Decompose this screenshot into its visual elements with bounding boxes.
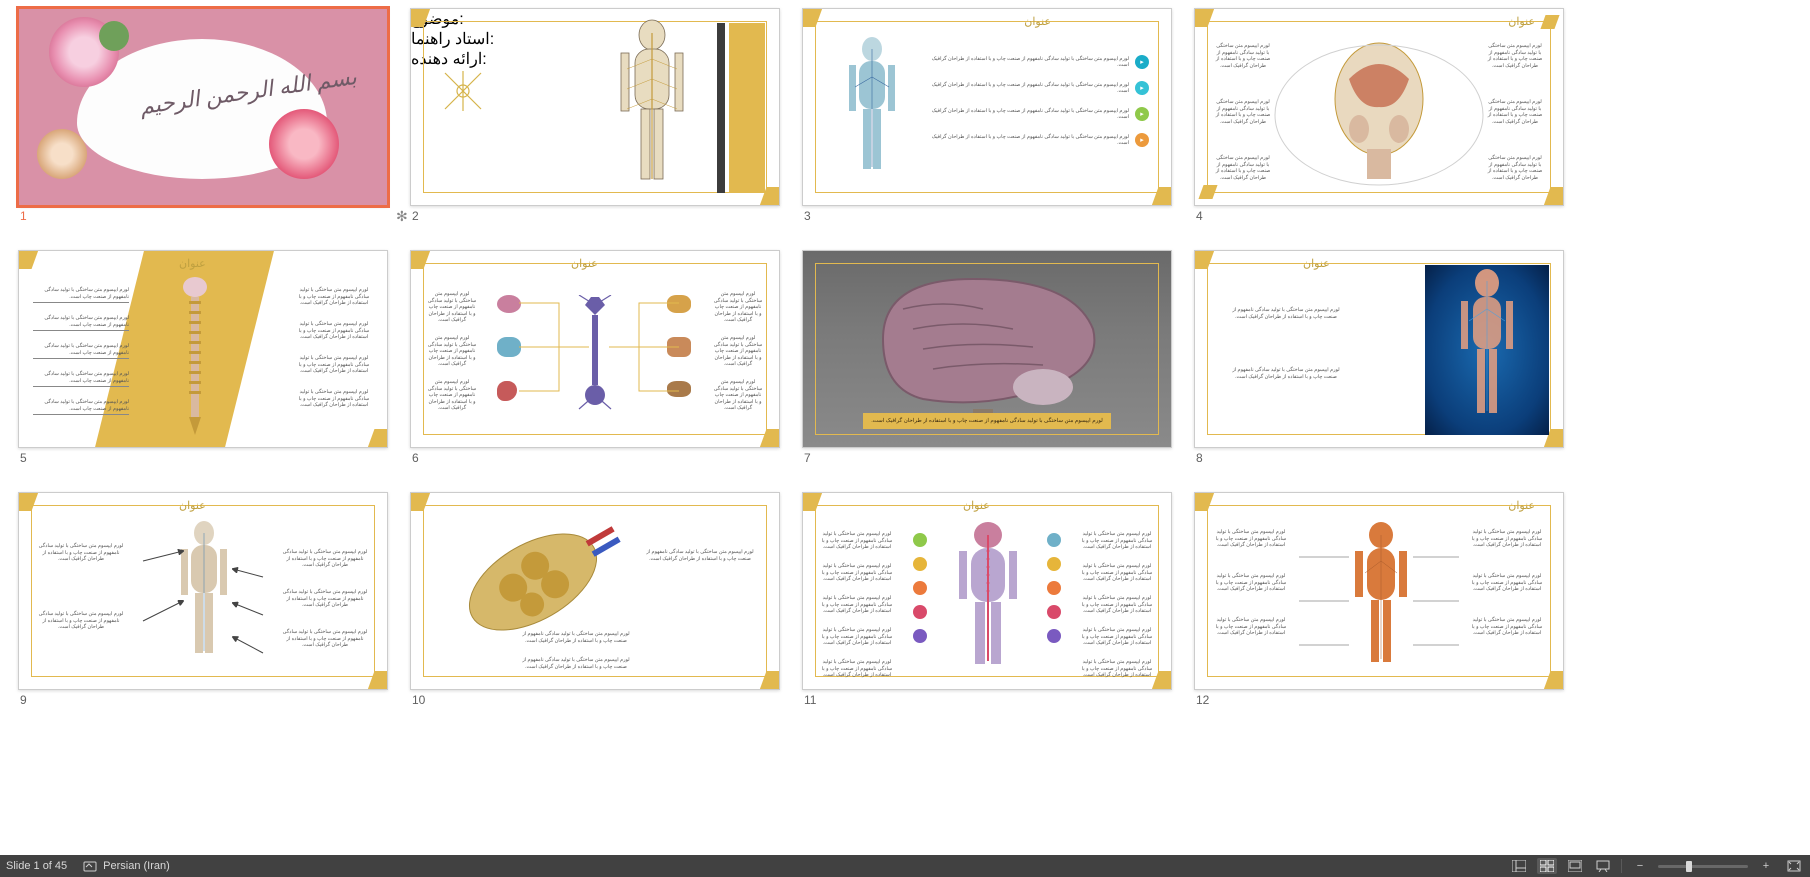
slide-thumbnail[interactable]: بسم الله الرحمن الرحیم 1 ✻: [18, 8, 388, 230]
slide-thumbnail[interactable]: لورم ایپسوم متن ساختگی با تولید سادگی نا…: [802, 250, 1172, 472]
anatomy-body-illustration: [837, 37, 907, 197]
connector-ring: [1259, 35, 1499, 195]
slide-thumbnail[interactable]: عنوان ▸لورم ایپسوم متن ساختگی با تولید س…: [802, 8, 1172, 230]
bullet-icon: ▸: [1135, 133, 1149, 147]
bullet-icon: [1047, 629, 1061, 643]
brain-model-illustration: [843, 259, 1143, 429]
slide-thumbnail[interactable]: عنوان لورم ایپسوم متن ساختگی با تولید سا…: [802, 492, 1172, 714]
slide-thumbnail[interactable]: عنوان لورم ایپسوم متن ساختگی با تولید سا…: [1194, 8, 1564, 230]
slide-number: 2: [410, 209, 780, 223]
neuron-icon: [439, 67, 487, 115]
normal-view-button[interactable]: [1509, 858, 1529, 874]
fit-to-window-button[interactable]: [1784, 858, 1804, 874]
slide-sorter-pane[interactable]: بسم الله الرحمن الرحیم 1 ✻: [0, 0, 1810, 855]
slide-number: 9: [18, 693, 388, 707]
bullet-icon: [913, 629, 927, 643]
anatomy-body-illustration: [1425, 265, 1549, 435]
bullet-icon: [1047, 605, 1061, 619]
spine-illustration: [175, 277, 215, 437]
slide-title: عنوان: [1024, 15, 1051, 28]
bullet-icon: ▸: [1135, 107, 1149, 121]
slide-thumbnail[interactable]: موضوع: استاد راهنما: ارائه دهنده: 2: [410, 8, 780, 230]
status-bar: Slide 1 of 45 Persian (Iran) − +: [0, 855, 1810, 877]
bullet-icon: [1047, 581, 1061, 595]
slide-number: 10: [410, 693, 780, 707]
anatomy-body-illustration: [943, 521, 1033, 681]
slide-title: عنوان: [179, 499, 206, 512]
brain-icon: [497, 295, 521, 313]
stomach-icon: [667, 295, 691, 313]
slide-thumbnail[interactable]: عنوان لورم ایپسوم متن س: [410, 250, 780, 472]
neuron-illustration: [565, 295, 625, 415]
body-panel: [1425, 265, 1549, 435]
bullet-icon: [913, 533, 927, 547]
intestine-icon: [667, 337, 691, 357]
caption-plaque: لورم ایپسوم متن ساختگی با تولید سادگی نا…: [863, 413, 1111, 429]
slide-number: 6: [410, 451, 780, 465]
slideshow-button[interactable]: [1593, 858, 1613, 874]
slide-number: 1: [18, 209, 388, 223]
slide-title: عنوان: [571, 257, 598, 270]
slide-thumbnail[interactable]: عنوان لورم ایپسوم متن ساختگی با تولید سا: [18, 492, 388, 714]
slide-title: عنوان: [179, 257, 206, 270]
bullet-icon: ▸: [1135, 55, 1149, 69]
bullet-icon: [913, 605, 927, 619]
zoom-slider[interactable]: [1658, 865, 1748, 868]
slide-counter[interactable]: Slide 1 of 45: [6, 860, 67, 872]
bullet-icon: ▸: [1135, 81, 1149, 95]
slide-number: 7: [802, 451, 1172, 465]
lungs-icon: [497, 337, 521, 357]
slide-title: عنوان: [1303, 257, 1330, 270]
leaf-icon: [99, 21, 129, 51]
slide-thumbnail[interactable]: عنوان لورم ایپسوم متن ساختگی با تولید سا…: [1194, 250, 1564, 472]
slide-number: 5: [18, 451, 388, 465]
slide-number: 11: [802, 693, 1172, 707]
bullet-icon: [1047, 557, 1061, 571]
animation-indicator-icon: ✻: [396, 208, 408, 225]
anatomy-body-illustration: [169, 521, 239, 681]
powerpoint-slide-sorter-window: بسم الله الرحمن الرحیم 1 ✻: [0, 0, 1810, 877]
slide-sorter-view-button[interactable]: [1537, 858, 1557, 874]
slide-number: 8: [1194, 451, 1564, 465]
anatomy-body-illustration: [597, 19, 707, 199]
slide-thumbnail[interactable]: عنوان لورم ایپسوم متن ساختگی با تولید سا…: [18, 250, 388, 472]
slide-title: عنوان: [1508, 499, 1535, 512]
spellcheck-icon: [83, 859, 97, 873]
slide-number: 4: [1194, 209, 1564, 223]
slide-title: عنوان: [1508, 15, 1535, 28]
zoom-in-button[interactable]: +: [1756, 858, 1776, 874]
slide-title: عنوان: [963, 499, 990, 512]
slide-thumbnail[interactable]: عنوان لورم ایپسوم متن ساختگی با تولید سا…: [1194, 492, 1564, 714]
bullet-list: ▸لورم ایپسوم متن ساختگی با تولید سادگی ن…: [919, 55, 1149, 147]
bullet-icon: [1047, 533, 1061, 547]
flower-icon: [37, 129, 87, 179]
bullet-icon: [913, 581, 927, 595]
accent-bar: [729, 23, 765, 193]
flower-icon: [269, 109, 339, 179]
liver-icon: [667, 381, 691, 397]
accent-bar: [717, 23, 725, 193]
icon-column-right: [1047, 533, 1061, 643]
icon-column-left: [913, 533, 927, 643]
language-indicator[interactable]: Persian (Iran): [83, 859, 170, 873]
slide-number: 3: [802, 209, 1172, 223]
reading-view-button[interactable]: [1565, 858, 1585, 874]
slide-number: 12: [1194, 693, 1564, 707]
zoom-out-button[interactable]: −: [1630, 858, 1650, 874]
anatomy-body-illustration: [1341, 521, 1421, 681]
bullet-icon: [913, 557, 927, 571]
slide-thumbnail[interactable]: لورم ایپسوم متن ساختگی با تولید سادگی نا…: [410, 492, 780, 714]
